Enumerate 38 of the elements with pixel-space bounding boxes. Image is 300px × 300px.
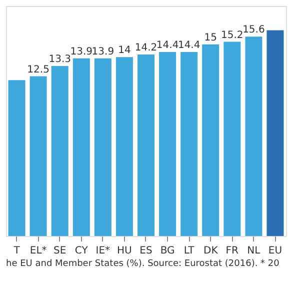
x-tick-label: EL*	[30, 246, 47, 256]
data-label: 14	[118, 45, 131, 56]
data-label: 13.9	[70, 46, 93, 58]
data-label: 12.5	[27, 64, 50, 76]
x-tick-label: CY	[74, 246, 89, 256]
bar	[30, 76, 47, 236]
text: he EU and Member States (%). Source: Eurostat (2016). * 20	[6, 259, 280, 269]
data-label: 14.4	[178, 40, 200, 51]
bar	[8, 80, 26, 236]
x-tick-label: T	[12, 246, 21, 256]
x-tick-label: SE	[54, 246, 66, 256]
x-tick-label: IE*	[96, 246, 110, 256]
x-tick-label: BG	[160, 246, 175, 256]
bar	[72, 58, 90, 236]
data-label: 15	[204, 32, 217, 44]
data-label: 13.9	[92, 46, 114, 58]
data-label: 13.3	[48, 54, 71, 66]
x-tick-label: ES	[140, 246, 152, 256]
bar	[202, 44, 220, 236]
bar	[245, 36, 262, 236]
x-tick-label: FR	[226, 246, 239, 256]
bar	[224, 42, 241, 236]
data-label: 15.2	[221, 30, 244, 41]
bar	[94, 58, 112, 236]
bar	[138, 54, 154, 236]
bar	[159, 52, 176, 236]
x-tick-label: HU	[117, 246, 132, 256]
bar	[51, 66, 68, 236]
bar	[116, 57, 133, 236]
x-tick-label: NL	[247, 246, 261, 256]
data-label: 15.6	[242, 24, 265, 36]
x-tick-label: EU	[268, 246, 282, 256]
bar	[180, 52, 198, 236]
data-label: 14.4	[156, 40, 179, 51]
x-tick-label: DK	[203, 246, 218, 256]
x-tick-label: LT	[184, 246, 196, 256]
bar	[266, 30, 284, 236]
data-label: 14.2	[134, 42, 158, 54]
